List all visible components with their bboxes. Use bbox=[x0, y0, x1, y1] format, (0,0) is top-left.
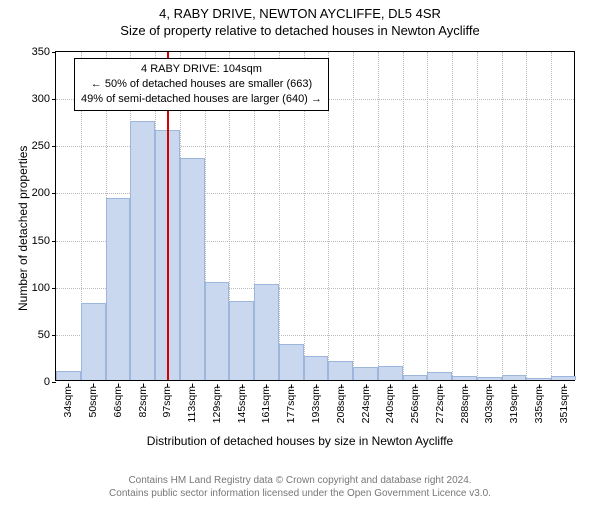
x-tick-label: 34sqm bbox=[62, 386, 74, 418]
x-tick-label: 161sqm bbox=[260, 386, 272, 423]
gridline-v bbox=[526, 52, 527, 380]
annotation-line2: ← 50% of detached houses are smaller (66… bbox=[81, 77, 322, 92]
footer-line2: Contains public sector information licen… bbox=[0, 487, 600, 500]
footer-attribution: Contains HM Land Registry data © Crown c… bbox=[0, 474, 600, 500]
histogram-bar bbox=[279, 344, 304, 380]
histogram-bar bbox=[353, 367, 378, 380]
histogram-bar bbox=[328, 361, 353, 380]
x-tick-label: 177sqm bbox=[285, 386, 297, 423]
x-tick-label: 129sqm bbox=[211, 386, 223, 423]
histogram-bar bbox=[304, 356, 329, 381]
x-tick-label: 97sqm bbox=[161, 386, 173, 418]
x-tick-label: 272sqm bbox=[434, 386, 446, 423]
histogram-bar bbox=[526, 378, 551, 380]
annotation-line3: 49% of semi-detached houses are larger (… bbox=[81, 92, 322, 107]
plot-area: 05010015020025030035034sqm50sqm66sqm82sq… bbox=[55, 51, 575, 381]
x-tick-label: 224sqm bbox=[360, 386, 372, 423]
histogram-bar bbox=[56, 371, 81, 380]
y-tick-label: 350 bbox=[32, 46, 50, 58]
histogram-bar bbox=[130, 121, 155, 380]
x-tick-label: 145sqm bbox=[236, 386, 248, 423]
x-tick-label: 335sqm bbox=[533, 386, 545, 423]
x-tick-label: 113sqm bbox=[186, 386, 198, 423]
gridline-v bbox=[353, 52, 354, 380]
gridline-v bbox=[477, 52, 478, 380]
y-tick-label: 300 bbox=[32, 93, 50, 105]
x-tick-label: 66sqm bbox=[112, 386, 124, 418]
gridline-v bbox=[452, 52, 453, 380]
histogram-bar bbox=[106, 198, 131, 380]
histogram-bar bbox=[551, 376, 576, 380]
x-axis-label: Distribution of detached houses by size … bbox=[0, 434, 600, 448]
histogram-bar bbox=[378, 366, 403, 380]
page-title-address: 4, RABY DRIVE, NEWTON AYCLIFFE, DL5 4SR bbox=[0, 6, 600, 21]
gridline-v bbox=[403, 52, 404, 380]
y-tick-label: 150 bbox=[32, 235, 50, 247]
histogram-bar bbox=[427, 372, 452, 380]
gridline-v bbox=[551, 52, 552, 380]
gridline-v bbox=[427, 52, 428, 380]
gridline-v bbox=[502, 52, 503, 380]
histogram-bar bbox=[502, 375, 527, 380]
page-subtitle: Size of property relative to detached ho… bbox=[0, 23, 600, 38]
x-tick-label: 208sqm bbox=[335, 386, 347, 423]
histogram-bar bbox=[229, 301, 254, 380]
x-tick-label: 240sqm bbox=[384, 386, 396, 423]
histogram-bar bbox=[254, 284, 279, 380]
x-tick-label: 303sqm bbox=[483, 386, 495, 423]
y-tick-label: 250 bbox=[32, 140, 50, 152]
histogram-bar bbox=[180, 158, 205, 380]
x-tick-label: 351sqm bbox=[558, 386, 570, 423]
y-axis-label: Number of detached properties bbox=[16, 146, 30, 311]
chart-container: Number of detached properties 0501001502… bbox=[0, 46, 600, 436]
x-tick-label: 319sqm bbox=[508, 386, 520, 423]
x-tick-label: 82sqm bbox=[137, 386, 149, 418]
y-tick-label: 100 bbox=[32, 282, 50, 294]
annotation-line1: 4 RABY DRIVE: 104sqm bbox=[81, 62, 322, 77]
histogram-bar bbox=[81, 303, 106, 380]
annotation-box: 4 RABY DRIVE: 104sqm ← 50% of detached h… bbox=[74, 58, 329, 111]
histogram-bar bbox=[477, 377, 502, 380]
x-tick-label: 288sqm bbox=[459, 386, 471, 423]
y-tick-label: 200 bbox=[32, 187, 50, 199]
x-tick-label: 50sqm bbox=[87, 386, 99, 418]
y-tick-label: 0 bbox=[44, 376, 50, 388]
histogram-bar bbox=[452, 376, 477, 380]
y-tick-label: 50 bbox=[38, 329, 50, 341]
gridline-v bbox=[378, 52, 379, 380]
histogram-bar bbox=[205, 282, 230, 380]
x-tick-label: 256sqm bbox=[409, 386, 421, 423]
x-tick-label: 193sqm bbox=[310, 386, 322, 423]
histogram-bar bbox=[403, 375, 428, 380]
footer-line1: Contains HM Land Registry data © Crown c… bbox=[0, 474, 600, 487]
